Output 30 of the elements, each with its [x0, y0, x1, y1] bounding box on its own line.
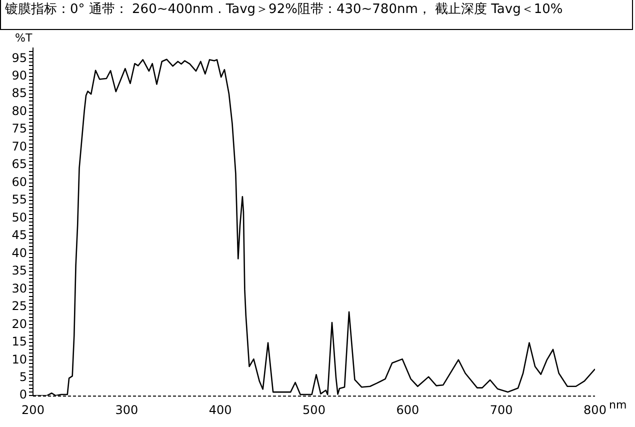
y-tick-label: 20 — [12, 316, 27, 331]
y-tick-label: 85 — [12, 86, 27, 100]
chart-title: 镀膜指标：0° 通带： 260~400nm . Tavg＞92%阻带：430~780nm， 截止深度 Tavg＜10% — [0, 0, 633, 30]
y-tick-label: 65 — [12, 157, 27, 172]
y-tick-label: 45 — [12, 228, 27, 242]
y-tick-label: 70 — [12, 139, 27, 154]
y-tick-label: 60 — [12, 174, 27, 189]
y-tick-label: 0 — [19, 388, 27, 402]
y-tick-label: 25 — [12, 299, 27, 314]
x-tick-label: 200 — [22, 402, 44, 417]
y-axis-title: %T — [15, 31, 32, 44]
y-tick-label: 5 — [19, 370, 27, 384]
x-tick-label: 800 — [584, 402, 606, 417]
x-tick-label: 500 — [302, 402, 326, 417]
x-axis-title: nm — [609, 398, 627, 412]
x-tick-label: 400 — [208, 402, 232, 417]
y-tick-label: 80 — [12, 104, 27, 118]
y-tick-label: 10 — [12, 352, 27, 366]
y-tick-label: 90 — [12, 68, 27, 82]
y-tick-label: 55 — [12, 192, 27, 207]
y-tick-label: 15 — [12, 334, 27, 349]
y-tick-label: 95 — [12, 50, 27, 65]
y-tick-label: 30 — [12, 281, 27, 296]
y-tick-label: 75 — [12, 122, 27, 136]
x-tick-label: 300 — [115, 402, 138, 417]
y-tick-label: 35 — [12, 264, 27, 278]
y-tick-label: 50 — [12, 210, 27, 224]
x-tick-label: 600 — [396, 402, 420, 417]
y-tick-label: 40 — [12, 246, 27, 260]
x-tick-label: 700 — [490, 402, 513, 417]
